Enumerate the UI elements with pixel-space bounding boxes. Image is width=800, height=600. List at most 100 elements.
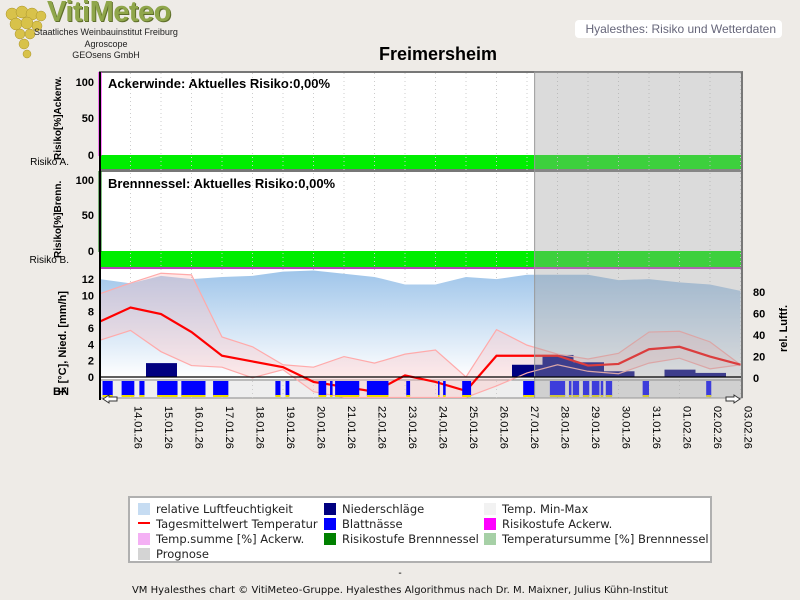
scroll-left-button[interactable] xyxy=(102,394,118,404)
leaf-wetness-marker xyxy=(642,395,649,397)
legend-item: Niederschläge xyxy=(324,502,424,516)
legend-swatch-icon xyxy=(138,522,150,524)
legend-label: Blattnässe xyxy=(342,517,403,531)
brennnessel-risk-bar xyxy=(101,251,742,267)
legend-label: Temperatursumme [%] Brennnessel xyxy=(502,532,709,546)
leaf-wetness-segment xyxy=(443,381,446,396)
leaf-wetness-segment xyxy=(285,381,290,396)
brennnessel-risk-title: Brennnessel: Aktuelles Risiko:0,00% xyxy=(108,176,336,191)
temp-mean-line xyxy=(99,306,741,393)
x-tick-label: 30.01.26 xyxy=(620,406,632,449)
legend-swatch-icon xyxy=(484,533,496,545)
precipitation-bar xyxy=(695,372,726,377)
leaf-wetness-segment xyxy=(600,381,604,396)
x-tick-label: 24.01.26 xyxy=(437,406,449,449)
leaf-wetness-marker xyxy=(600,395,604,397)
leaf-wetness-marker xyxy=(582,395,590,397)
leaf-wetness-segment xyxy=(139,381,145,396)
leaf-wetness-segment xyxy=(605,381,613,396)
leaf-wetness-segment xyxy=(330,381,333,396)
x-tick-label: 26.01.26 xyxy=(498,406,510,449)
right-tick-label: 40 xyxy=(753,330,765,342)
leaf-wetness-marker xyxy=(572,395,580,397)
legend-label: Temp. Min-Max xyxy=(502,502,589,516)
leaf-wetness-marker xyxy=(523,395,535,397)
legend-label: Risikostufe Ackerw. xyxy=(502,517,613,531)
brennnessel-tick-100: 100 xyxy=(76,175,94,187)
leaf-wetness-marker xyxy=(568,395,572,397)
leaf-wetness-segment xyxy=(181,381,206,396)
leaf-wetness-marker xyxy=(366,395,389,397)
leaf-wetness-marker xyxy=(213,395,229,397)
org-line-2: Agroscope xyxy=(84,39,128,49)
temp-min-line xyxy=(99,329,741,399)
legend-swatch-icon xyxy=(138,503,150,515)
right-tick-label: 0 xyxy=(753,373,759,385)
legend-label: Niederschläge xyxy=(342,502,425,516)
leaf-wetness-marker xyxy=(462,395,472,397)
leaf-wetness-marker xyxy=(285,395,290,397)
x-tick-label: 28.01.26 xyxy=(559,406,571,449)
leaf-wetness-marker xyxy=(181,395,206,397)
page-tab-label: Hyalesthes: Risiko und Wetterdaten xyxy=(585,22,776,36)
x-tick-label: 18.01.26 xyxy=(254,406,266,449)
page-tab-hyalesthes[interactable]: Hyalesthes: Risiko und Wetterdaten xyxy=(575,20,782,38)
left-tick-label: 8 xyxy=(88,307,94,319)
org-line-1: Staatliches Weinbauinstitut Freiburg xyxy=(34,27,178,37)
ackerwinde-panel: Ackerwinde: Aktuelles Risiko:0,00% 100 5… xyxy=(30,71,743,171)
x-tick-label: 22.01.26 xyxy=(376,406,388,449)
x-tick-label: 27.01.26 xyxy=(528,406,540,449)
leaf-wetness-segment xyxy=(462,381,472,396)
legend-item: Prognose xyxy=(138,547,209,561)
leaf-wetness-marker xyxy=(157,395,178,397)
legend: relative Luftfeuchtigkeit Niederschläge Te… xyxy=(128,496,712,563)
risiko-a-label: Risiko A. xyxy=(30,157,69,168)
weather-axes: 0 2 4 6 8 10 12 0 20 40 60 80 14.01.26 15.01.26 16.01.… xyxy=(82,274,766,449)
risiko-b-label: Risiko B. xyxy=(30,255,69,266)
x-tick-label: 19.01.26 xyxy=(284,406,296,449)
legend-swatch-icon xyxy=(484,503,496,515)
left-tick-label: 2 xyxy=(88,356,94,368)
leaf-wetness-marker xyxy=(330,395,333,397)
x-tick-label: 02.02.26 xyxy=(711,406,723,449)
chart-title: Freimersheim xyxy=(378,44,498,64)
leaf-wetness-segment xyxy=(568,381,572,396)
leaf-wetness-segment xyxy=(406,381,411,396)
right-tick-label: 60 xyxy=(753,309,765,321)
weather-left-ylabel: T. [°C], Nied. [mm/h] xyxy=(57,291,69,395)
left-tick-label: 6 xyxy=(88,323,94,335)
x-tick-label: 29.01.26 xyxy=(589,406,601,449)
leaf-wetness-segment xyxy=(523,381,535,396)
weather-right-ylabel: rel. Luftf. xyxy=(778,305,790,352)
x-tick-label: 14.01.26 xyxy=(132,406,144,449)
leaf-wetness-segment xyxy=(157,381,178,396)
legend-label: Prognose xyxy=(156,547,209,561)
x-tick-label: 20.01.26 xyxy=(315,406,327,449)
footer-dash: - xyxy=(398,568,402,579)
hyalesthes-chart: Ackerwinde: Aktuelles Risiko:0,00% 100 5… xyxy=(30,71,790,449)
leaf-wetness-segment xyxy=(366,381,389,396)
vitimeteo-logo: VitiMeteo xyxy=(47,0,171,28)
bn-label: BN xyxy=(53,386,69,398)
x-tick-label: 01.02.26 xyxy=(681,406,693,449)
x-tick-label: 17.01.26 xyxy=(223,406,235,449)
brennnessel-tick-50: 50 xyxy=(82,210,94,222)
leaf-wetness-marker xyxy=(406,395,411,397)
precipitation-bar xyxy=(542,354,574,377)
legend-item: Temperatursumme [%] Brennnessel xyxy=(484,532,709,546)
x-tick-label: 31.01.26 xyxy=(650,406,662,449)
leaf-wetness-segment xyxy=(335,381,360,396)
x-tick-label: 15.01.26 xyxy=(162,406,174,449)
leaf-wetness-segment xyxy=(275,381,281,396)
leaf-wetness-segment xyxy=(582,381,590,396)
left-tick-label: 10 xyxy=(82,290,94,302)
left-tick-label: 4 xyxy=(88,339,95,351)
leaf-wetness-segment xyxy=(438,381,440,396)
leaf-wetness-segment xyxy=(706,381,712,396)
scroll-right-button[interactable] xyxy=(725,394,741,404)
legend-swatch-icon xyxy=(138,548,150,560)
org-line-3: GEOsens GmbH xyxy=(72,50,140,60)
leaf-wetness-marker xyxy=(605,395,613,397)
brennnessel-panel: Brennnessel: Aktuelles Risiko:0,00% 100 … xyxy=(30,170,743,269)
footer-credit: VM Hyalesthes chart © VitiMeteo-Gruppe. … xyxy=(131,585,669,596)
